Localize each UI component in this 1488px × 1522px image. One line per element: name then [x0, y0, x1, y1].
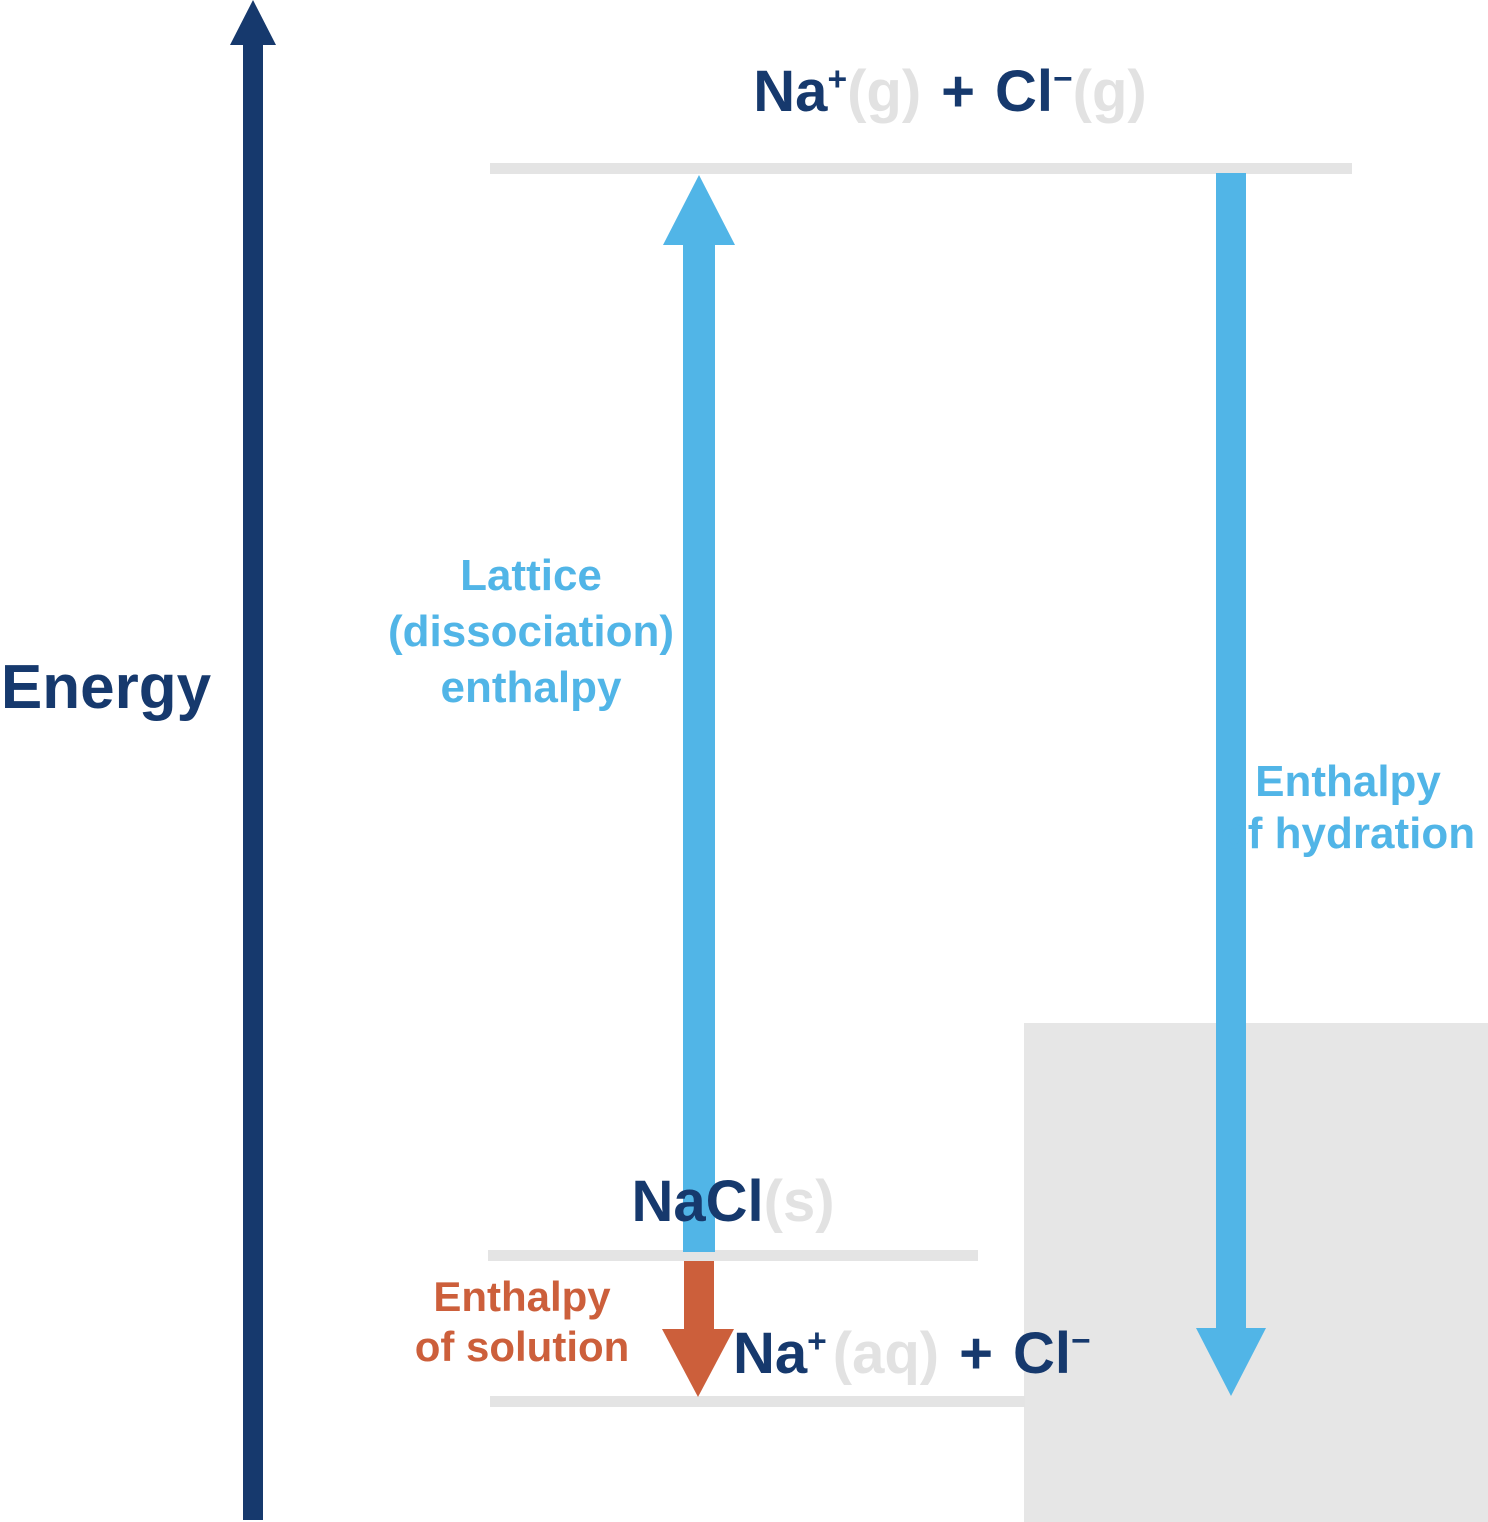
- top-cl-symbol: Cl: [995, 59, 1054, 124]
- lattice-enthalpy-label-line1: Lattice: [460, 551, 602, 600]
- lattice-enthalpy-arrow-up-icon: [663, 175, 735, 245]
- nacl-state: (s): [763, 1169, 835, 1234]
- gaseous-ions-formula: Na+(g) + Cl−(g): [560, 58, 1340, 125]
- top-na-state: (g): [847, 59, 922, 124]
- nacl-symbol: NaCl: [631, 1169, 764, 1234]
- top-cl-state: (g): [1072, 59, 1147, 124]
- top-na-charge: +: [827, 61, 848, 99]
- lattice-enthalpy-label: Lattice (dissociation) enthalpy: [381, 548, 681, 716]
- energy-axis-label: Energy: [0, 653, 212, 722]
- bottom-na-charge: +: [807, 1323, 827, 1361]
- hydration-enthalpy-arrow-down-icon: [1196, 1328, 1266, 1396]
- top-plus-sign: +: [941, 59, 976, 124]
- lattice-enthalpy-label-line3: enthalpy: [440, 663, 622, 712]
- energy-axis-arrow-up-icon: [230, 0, 276, 45]
- nacl-solid-level-line: [488, 1250, 978, 1261]
- solution-enthalpy-arrow-down-icon: [662, 1329, 734, 1397]
- hydration-enthalpy-label: Enthalpy of hydration: [1208, 756, 1488, 860]
- bottom-na-symbol: Na: [733, 1321, 808, 1386]
- hydration-enthalpy-label-line1: Enthalpy: [1255, 757, 1441, 806]
- aqueous-ions-level-line: [490, 1396, 1025, 1407]
- solution-enthalpy-label-line2: of solution: [414, 1323, 630, 1370]
- lattice-enthalpy-label-line2: (dissociation): [387, 607, 675, 656]
- hydration-region-box: [1024, 1023, 1488, 1522]
- lattice-enthalpy-arrow-shaft: [683, 242, 715, 1252]
- bottom-cl-symbol: Cl: [1013, 1321, 1071, 1386]
- bottom-na-state: (aq): [832, 1321, 940, 1386]
- aqueous-ions-formula: Na+ (aq) + Cl−: [733, 1320, 1091, 1387]
- energy-axis-arrow-shaft: [243, 40, 263, 1520]
- solution-enthalpy-label: Enthalpy of solution: [372, 1272, 672, 1372]
- hydration-enthalpy-label-line2: of hydration: [1220, 809, 1476, 858]
- top-na-symbol: Na: [753, 59, 828, 124]
- bottom-plus-sign: +: [959, 1321, 993, 1386]
- solution-enthalpy-arrow-shaft: [684, 1261, 714, 1331]
- top-cl-charge: −: [1053, 61, 1073, 99]
- nacl-solid-formula: NaCl(s): [488, 1168, 978, 1235]
- hydration-enthalpy-arrow-shaft: [1216, 173, 1246, 1330]
- gaseous-ions-level-line: [490, 163, 1352, 174]
- solution-enthalpy-label-line1: Enthalpy: [433, 1273, 611, 1320]
- bottom-cl-charge: −: [1071, 1323, 1091, 1361]
